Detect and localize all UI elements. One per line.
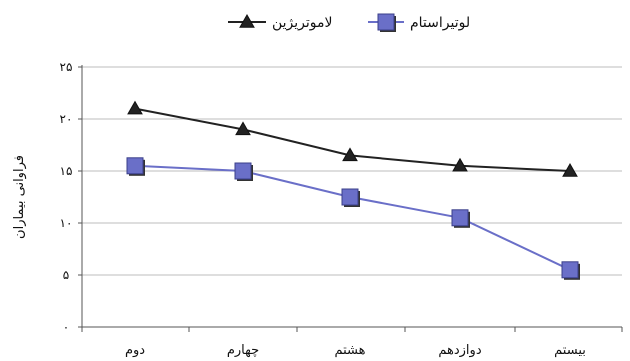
series-line <box>134 107 571 172</box>
y-tick-label: ۵ <box>63 268 69 282</box>
axes <box>78 65 623 332</box>
series-1 <box>127 100 578 177</box>
legend-item: لاموتریژین <box>228 13 333 31</box>
y-tick-label: ۲۰ <box>60 112 73 126</box>
data-point <box>562 162 578 177</box>
x-tick-labels: دوم چهارم هشتم دوازدهم بیستم <box>125 343 586 358</box>
y-tick-label: ۱۰ <box>60 216 73 230</box>
series-2 <box>126 157 580 280</box>
data-point <box>561 261 579 279</box>
legend-item: لوتیراستام <box>368 13 470 32</box>
legend-marker <box>239 13 255 28</box>
data-point <box>451 209 469 227</box>
y-tick-label: ۰ <box>63 320 69 334</box>
data-point <box>234 162 252 180</box>
data-point <box>126 157 144 175</box>
x-tick-label: هشتم <box>334 343 365 358</box>
data-point <box>452 157 468 172</box>
series-group <box>126 100 580 280</box>
legend-label: لاموتریژین <box>272 15 333 31</box>
x-tick-label: بیستم <box>554 343 586 358</box>
legend-marker <box>377 13 395 31</box>
x-tick-label: دوم <box>125 343 145 358</box>
y-tick-labels: ۰ ۵ ۱۰ ۱۵ ۲۰ ۲۵ <box>60 60 73 334</box>
data-point <box>235 121 251 136</box>
y-tick-label: ۲۵ <box>60 60 73 74</box>
x-tick-label: چهارم <box>227 343 259 358</box>
series-line <box>134 164 571 271</box>
data-point <box>342 147 358 162</box>
data-point <box>341 188 359 206</box>
legend-label: لوتیراستام <box>410 15 470 31</box>
grid-lines <box>82 66 622 276</box>
y-tick-label: ۱۵ <box>60 164 73 178</box>
x-tick-label: دوازدهم <box>438 343 481 358</box>
data-point <box>127 100 143 115</box>
y-axis-title: فراوانی بیماران <box>12 155 27 239</box>
legend: لاموتریژین لوتیراستام <box>228 13 470 32</box>
